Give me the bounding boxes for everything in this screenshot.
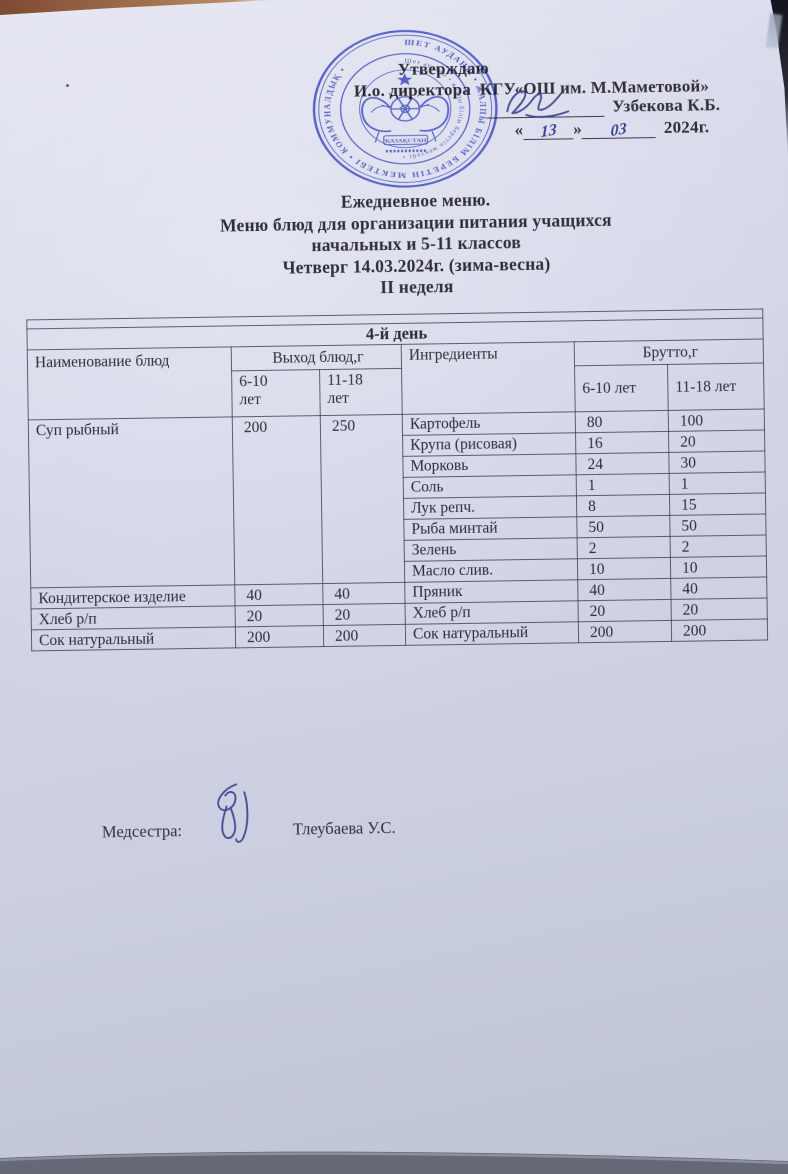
ingredient-name-cell: Рыба минтай <box>403 516 578 541</box>
brutto-11-18-cell: 30 <box>668 450 766 474</box>
dish-output-6-10-cell: 200 <box>232 415 323 585</box>
signature-blank-line <box>486 98 605 119</box>
ingredient-name-cell: Масло слив. <box>404 558 578 583</box>
nurse-name: Тлеубаева У.С. <box>292 818 396 839</box>
subheader-output-6-10: 6-10 лет <box>231 369 321 417</box>
footer: Медсестра: Тлеубаева У.С. <box>5 783 788 843</box>
nurse-signature <box>217 783 249 843</box>
subheader-brutto-11-18: 11-18 лет <box>667 363 765 411</box>
brutto-11-18-cell: 1 <box>669 471 766 495</box>
subheader-output-11-18: 11-18 лет <box>319 368 403 416</box>
dish-name-cell: Кондитерское изделие <box>30 584 236 609</box>
ingredient-name-cell: Лук репч. <box>403 495 577 520</box>
brutto-11-18-cell: 40 <box>670 576 767 600</box>
quote-open: « <box>514 120 524 140</box>
dish-output-11-18-cell: 200 <box>323 624 406 647</box>
brutto-11-18-cell: 100 <box>668 408 765 432</box>
director-name: Узбекова К.Б. <box>612 95 721 116</box>
handwritten-day: 13 <box>540 121 557 142</box>
menu-table-body: 4-й день Наименование блюд Выход блюд,г … <box>26 309 768 651</box>
dish-name-cell: Хлеб р/п <box>31 605 236 630</box>
header-ingredients: Ингредиенты <box>401 341 576 415</box>
header-brutto: Брутто,г <box>574 339 764 366</box>
ingredient-name-cell: Хлеб р/п <box>405 600 579 625</box>
brutto-11-18-cell: 20 <box>668 429 765 453</box>
date-month-blank: 03 <box>581 120 657 141</box>
ingredient-name-cell: Пряник <box>404 579 579 604</box>
date-year: 2024г. <box>663 117 710 137</box>
brutto-11-18-cell: 50 <box>669 513 767 537</box>
brutto-11-18-cell: 200 <box>671 618 768 642</box>
header-output: Выход блюд,г <box>231 344 402 371</box>
brutto-11-18-cell: 15 <box>669 492 766 516</box>
stamp-center-label: ҚАЗАҚСТАН <box>385 138 427 144</box>
brutto-6-10-cell: 80 <box>575 410 669 433</box>
brutto-6-10-cell: 50 <box>576 515 671 538</box>
dish-output-11-18-cell: 20 <box>323 603 406 626</box>
photo-edge-bottom <box>0 1151 788 1174</box>
brutto-6-10-cell: 10 <box>577 557 671 580</box>
brutto-6-10-cell: 40 <box>577 578 672 601</box>
brutto-6-10-cell: 2 <box>577 536 671 559</box>
dish-output-11-18-cell: 40 <box>322 582 406 605</box>
approval-signature-line: Узбекова К.Б. <box>486 95 721 119</box>
brutto-6-10-cell: 24 <box>575 452 670 475</box>
dish-name-cell: Сок натуральный <box>31 626 236 651</box>
brutto-6-10-cell: 16 <box>575 431 669 454</box>
approval-line-approve: Утверждаю <box>397 58 489 79</box>
brutto-11-18-cell: 10 <box>670 555 767 579</box>
approval-date-line: « 13 » 03 2024г. <box>514 117 710 142</box>
ingredient-name-cell: Крупа (рисовая) <box>402 432 576 457</box>
dish-name-cell: Суп рыбный <box>28 416 235 588</box>
brutto-6-10-cell: 8 <box>576 494 670 517</box>
official-round-stamp: ШЕТ АУДАНЫ • ЖАЛПЫ БІЛІМ БЕРЕТІН МЕКТЕБІ… <box>312 29 498 188</box>
menu-table: 4-й день Наименование блюд Выход блюд,г … <box>26 309 768 652</box>
dish-output-11-18-cell: 250 <box>320 414 405 584</box>
brutto-6-10-cell: 20 <box>578 599 672 622</box>
date-day-blank: 13 <box>523 121 574 142</box>
document-title: Ежедневное меню. Меню блюд для организац… <box>35 185 788 304</box>
header-dish-name: Наименование блюд <box>27 346 233 420</box>
ingredient-name-cell: Картофель <box>402 411 576 436</box>
brutto-6-10-cell: 200 <box>578 620 672 643</box>
brutto-6-10-cell: 1 <box>576 473 670 496</box>
quote-close: » <box>573 119 583 139</box>
ingredient-name-cell: Сок натуральный <box>405 621 579 646</box>
ingredient-name-cell: Соль <box>403 474 577 499</box>
brutto-11-18-cell: 20 <box>671 597 768 621</box>
handwritten-month: 03 <box>610 120 628 141</box>
ingredient-name-cell: Зелень <box>404 537 578 562</box>
dish-output-6-10-cell: 40 <box>234 583 324 606</box>
brutto-11-18-cell: 2 <box>670 534 767 558</box>
dish-output-6-10-cell: 200 <box>235 625 324 648</box>
ingredient-name-cell: Морковь <box>402 453 577 478</box>
dish-output-6-10-cell: 20 <box>235 604 324 627</box>
subheader-brutto-6-10: 6-10 лет <box>574 364 669 412</box>
nurse-role-label: Медсестра: <box>101 821 183 842</box>
photo-speck <box>66 84 69 87</box>
